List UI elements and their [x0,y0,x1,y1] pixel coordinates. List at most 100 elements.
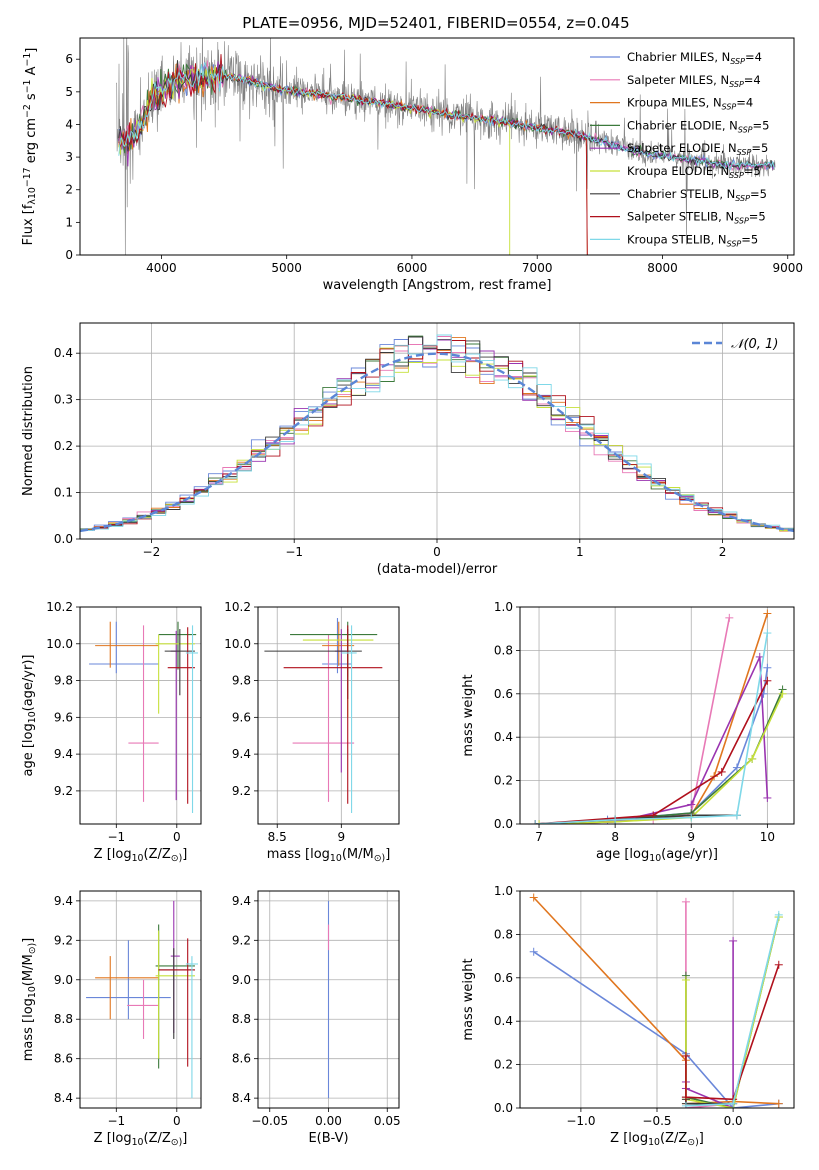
label-part: mass weight [461,958,476,1040]
panel-spectrum: 4000 5000 6000 7000 8000 9000 0 1 2 3 4 5 6 wavelengt… [21,37,803,293]
panel-mass-vs-ebv: −0.05 0.00 0.05 8.4 8.6 8.8 9.0 9.2 9.4 E(B-V) [232,890,401,1146]
x-tick-label: 9000 [772,261,803,275]
x-axis-label: Z [log10(Z/Z⊙)] [94,847,188,864]
label-part: wavelength [Angstrom, rest frame] [323,278,552,293]
y-tick-label: 1 [65,215,73,229]
y-tick-label: 9.2 [232,784,251,798]
label-part: (age/yr)] [661,847,718,862]
x-tick-label: 2 [719,545,727,559]
legend-text: =5 [744,164,761,178]
y-tick-label: 0.6 [494,971,513,985]
x-tick-label: 1 [576,545,584,559]
x-tick-label: 0.05 [374,1114,401,1128]
model-fit-line-8 [118,54,588,255]
label-part: −2 [22,104,33,118]
label-part: 10 [132,1137,144,1148]
y-axis-label: mass weight [461,674,476,756]
residual-histogram-8 [80,340,794,531]
plot-area [89,621,198,813]
label-part: (Z/Z [144,847,171,862]
legend-text: =5 [741,232,758,246]
x-axis-label: Z [log10(Z/Z⊙)] [94,1131,188,1148]
gaussian-curve [80,352,794,533]
y-tick-label: 0.3 [54,393,73,407]
axes-frame [79,322,795,540]
massweight-line-1 [535,667,769,824]
legend-text: Salpeter ELODIE, N [627,141,737,155]
y-tick-label: 9.0 [232,973,251,987]
label-part: Z [log [94,847,132,862]
legend-sub: SSP [738,125,753,134]
panel-age-vs-Z: −1 09.29.49.69.810.010.2Z [log10(Z/Z⊙)]ag… [21,600,202,864]
x-tick-label: −1 [107,830,125,844]
y-tick-label: 0.0 [54,532,73,546]
y-tick-label: 0.0 [494,817,513,831]
y-tick-label: 9.4 [232,894,251,908]
plot-area [116,38,776,255]
label-part: mass weight [461,674,476,756]
legend-label: Salpeter STELIB, NSSP=5 [627,210,766,226]
legend-sub: SSP [729,171,744,180]
label-part: 10 [648,1137,660,1148]
panel-mass-vs-Z: −1 08.48.68.89.09.29.4Z [log10(Z/Z⊙)]mass… [21,890,202,1148]
legend-text: Chabrier MILES, N [627,50,730,64]
y-tick-label: 9.8 [232,674,251,688]
residual-histogram-9 [80,334,794,531]
plot-area [531,609,787,824]
label-part: ⊙) [171,1137,182,1148]
label-part: −1 [22,53,33,67]
x-tick-label: 9 [337,830,345,844]
label-part: Normed distribution [21,366,36,496]
label-part: ⊙) [687,1137,698,1148]
legend-gaussian-label: 𝒩(0, 1) [731,337,778,352]
y-tick-label: 8.8 [232,1012,251,1026]
y-axis-label: Normed distribution [21,366,36,496]
y-tick-label: 4 [65,117,73,131]
x-tick-label: −0.5 [642,1114,671,1128]
x-tick-label: 0.00 [315,1114,342,1128]
label-part: (M/M [342,847,374,862]
legend-text: =5 [751,141,768,155]
label-part: (data-model)/error [377,562,498,577]
label-part: ] [21,938,36,943]
legend-text: Salpeter STELIB, N [627,210,734,224]
legend-sub: SSP [722,103,737,112]
y-tick-label: 6 [65,52,73,66]
y-tick-label: 10.0 [224,637,251,651]
legend-text: Kroupa MILES, N [627,96,722,110]
legend-text: Chabrier ELODIE, N [627,118,738,132]
y-tick-label: 0.4 [494,1014,513,1028]
massweight-line-8 [685,964,780,1101]
label-part: ] [182,847,187,862]
legend-label: Kroupa ELODIE, NSSP=5 [627,164,761,180]
legend-label: Chabrier ELODIE, NSSP=5 [627,118,769,134]
legend-text: Salpeter MILES, N [627,73,729,87]
legend-sub: SSP [727,239,742,248]
y-tick-label: 1.0 [494,884,513,898]
y-tick-label: 3 [65,150,73,164]
y-tick-label: 1.0 [494,600,513,614]
legend-sub: SSP [730,57,745,66]
legend-label: Salpeter MILES, NSSP=4 [627,73,761,89]
label-part: −17 [22,167,33,187]
label-part: ] [699,1131,704,1146]
y-tick-label: 2 [65,183,73,197]
x-tick-label: 7 [535,830,543,844]
label-part: 10 [27,711,38,723]
legend-text: =5 [749,210,766,224]
legend-text: Chabrier STELIB, N [627,187,735,201]
y-tick-label: 9.4 [232,747,251,761]
y-tick-label: 8.4 [54,1091,73,1105]
y-axis-label: age [log10(age/yr)] [21,655,38,777]
y-tick-label: 0.4 [54,346,73,360]
axes-frame [519,606,795,825]
x-tick-label: 4000 [146,261,177,275]
label-part: ] [385,847,390,862]
y-tick-label: 9.8 [54,674,73,688]
y-tick-label: 0.1 [54,486,73,500]
legend-text: =4 [744,73,761,87]
label-part: mass [log [21,998,36,1061]
massweight-line-2 [538,617,731,824]
x-tick-label: 10 [760,830,775,844]
